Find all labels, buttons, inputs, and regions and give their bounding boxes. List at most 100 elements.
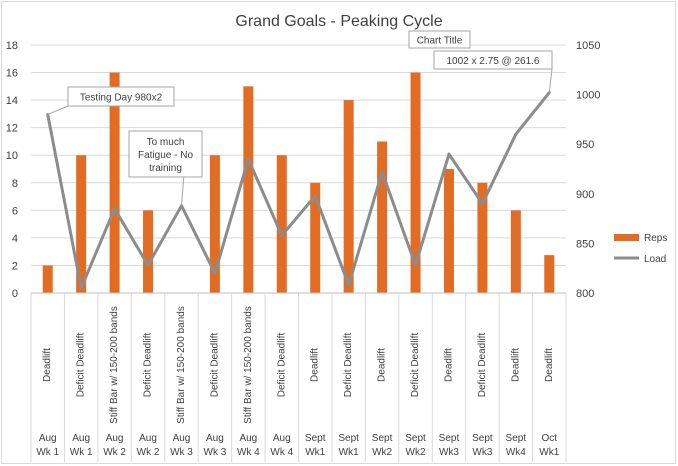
- category-label: Deadlift: [42, 348, 53, 382]
- load-point: [79, 286, 83, 290]
- annotations: Testing Day 980x2 To much Fatigue - No trai…: [47, 30, 553, 206]
- reps-bar: [143, 210, 154, 293]
- period-label: Wk4: [506, 447, 526, 458]
- callout-leader: [548, 68, 553, 93]
- period-label: Wk 4: [270, 447, 293, 458]
- load-line-layer: [46, 91, 551, 290]
- reps-bar: [276, 155, 287, 293]
- reps-bar: [343, 100, 354, 293]
- right-tick-label: 950: [576, 139, 594, 151]
- period-label: Wk3: [439, 447, 459, 458]
- reps-bar: [209, 155, 220, 293]
- callout-box: [128, 130, 203, 178]
- period-label: Wk 1: [36, 447, 59, 458]
- period-label: Aug: [273, 433, 291, 444]
- legend-swatch-reps: [614, 234, 639, 241]
- period-label: Wk2: [406, 447, 426, 458]
- left-tick-label: 10: [6, 150, 18, 162]
- left-tick-label: 8: [12, 178, 18, 190]
- load-point: [213, 271, 217, 275]
- period-label: Aug: [173, 433, 191, 444]
- left-tick-label: 6: [12, 205, 18, 217]
- reps-bar: [243, 86, 254, 293]
- category-label: Deficit Deadlift: [410, 333, 421, 398]
- callout-text: training: [149, 163, 182, 174]
- load-point: [380, 170, 384, 174]
- load-point: [480, 202, 484, 206]
- reps-bar: [477, 182, 488, 293]
- period-label: Wk2: [372, 447, 392, 458]
- reps-bar: [544, 255, 555, 293]
- period-label: Wk1: [305, 447, 325, 458]
- callout-text: 1002 x 2.75 @ 261.6: [447, 56, 540, 67]
- period-label: Aug: [239, 433, 257, 444]
- left-tick-label: 12: [6, 123, 18, 135]
- left-tick-label: 0: [12, 288, 18, 300]
- period-label: Wk 4: [237, 447, 260, 458]
- category-label: Deadlift: [510, 348, 521, 382]
- load-point: [146, 263, 150, 267]
- category-axis: Deadlift Aug Wk 1 Deficit Deadlift Aug Wk 1 St…: [30, 292, 567, 462]
- period-label: Aug: [39, 433, 57, 444]
- reps-bar: [410, 72, 421, 293]
- category-label: Deficit Deadlift: [276, 333, 287, 398]
- right-tick-label: 850: [576, 238, 594, 250]
- left-tick-label: 16: [6, 68, 18, 80]
- callout-box: [433, 50, 553, 70]
- period-label: Wk 2: [103, 447, 126, 458]
- category-label: Deadlift: [544, 348, 555, 382]
- load-point: [347, 283, 351, 287]
- period-label: Wk 3: [204, 447, 227, 458]
- period-label: Aug: [139, 433, 157, 444]
- category-label: Deadlift: [443, 348, 454, 382]
- period-label: Sept: [338, 433, 359, 444]
- reps-bar: [510, 210, 521, 293]
- legend: Reps Load: [614, 233, 667, 265]
- period-label: Aug: [72, 433, 90, 444]
- left-axis-ticks: 0 2 4 6 8 10 12 14 16 18: [6, 40, 18, 300]
- left-tick-label: 18: [6, 40, 18, 52]
- period-label: Oct: [542, 433, 558, 444]
- reps-bars: [42, 72, 555, 293]
- right-tick-label: 800: [576, 288, 594, 300]
- category-label: Stiff Bar w/ 150-200 bands: [243, 306, 254, 424]
- period-label: Wk 1: [70, 447, 93, 458]
- category-label: Stiff Bar w/ 150-200 bands: [176, 306, 187, 424]
- period-label: Sept: [372, 433, 393, 444]
- callout-box: [408, 30, 471, 49]
- category-label: Deficit Deadlift: [209, 333, 220, 398]
- left-tick-label: 4: [12, 233, 18, 245]
- callout-text: Fatigue - No: [138, 150, 193, 161]
- category-label: Deficit Deadlift: [143, 333, 154, 398]
- right-tick-label: 1000: [576, 90, 600, 102]
- period-label: Sept: [506, 433, 527, 444]
- reps-bar: [377, 141, 388, 293]
- load-point: [313, 194, 317, 198]
- period-label: Aug: [206, 433, 224, 444]
- load-point: [414, 263, 418, 267]
- reps-bar: [443, 169, 454, 293]
- load-point: [447, 152, 451, 156]
- reps-bar: [109, 72, 120, 293]
- period-label: Sept: [305, 433, 326, 444]
- period-label: Sept: [439, 433, 460, 444]
- left-tick-label: 2: [12, 260, 18, 272]
- callout-box: [67, 86, 175, 107]
- period-label: Sept: [472, 433, 493, 444]
- category-label: Deficit Deadlift: [477, 333, 488, 398]
- right-axis-ticks: 800 850 900 950 1000 1050: [576, 40, 600, 300]
- reps-bar: [76, 155, 87, 293]
- legend-label-reps: Reps: [644, 233, 667, 244]
- callout-leader: [47, 105, 69, 115]
- period-label: Sept: [405, 433, 426, 444]
- load-point: [246, 157, 250, 161]
- period-label: Wk1: [339, 447, 359, 458]
- load-point: [280, 233, 284, 237]
- load-point: [113, 207, 117, 211]
- category-label: Deficit Deadlift: [343, 333, 354, 398]
- category-label: Deadlift: [310, 348, 321, 382]
- period-label: Aug: [106, 433, 124, 444]
- period-label: Wk3: [472, 447, 492, 458]
- category-label: Deficit Deadlift: [76, 333, 87, 398]
